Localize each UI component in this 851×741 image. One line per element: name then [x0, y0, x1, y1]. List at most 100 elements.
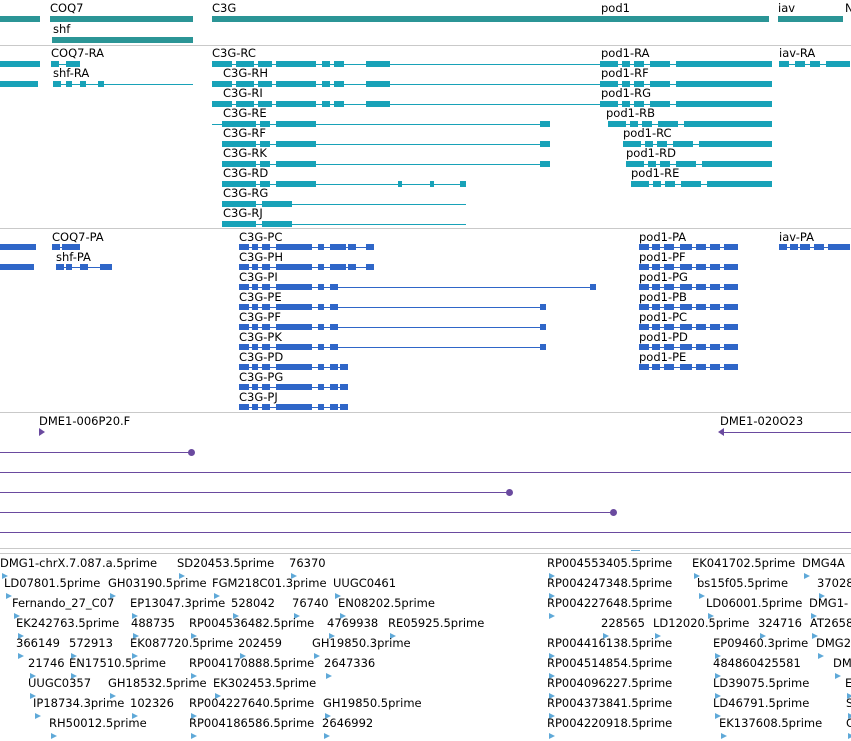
feature-exon[interactable] — [262, 284, 270, 290]
feature-exon[interactable] — [260, 161, 270, 167]
feature-exon[interactable] — [622, 61, 630, 67]
est-glyph[interactable] — [335, 593, 341, 599]
est-glyph[interactable] — [132, 713, 138, 719]
feature-exon[interactable] — [318, 384, 324, 390]
feature-exon[interactable] — [0, 81, 38, 87]
feature-exon[interactable] — [630, 121, 638, 127]
feature-exon[interactable] — [634, 101, 644, 107]
feature-exon[interactable] — [262, 384, 270, 390]
feature-exon[interactable] — [51, 61, 59, 67]
feature-exon[interactable] — [366, 244, 374, 250]
feature-exon[interactable] — [239, 264, 249, 270]
feature-exon[interactable] — [366, 81, 390, 87]
est-glyph[interactable] — [721, 733, 727, 739]
feature-exon[interactable] — [540, 324, 546, 330]
feature-exon[interactable] — [100, 264, 112, 270]
feature-exon[interactable] — [239, 304, 249, 310]
est-label[interactable]: 370280 — [817, 576, 851, 590]
clone-label[interactable]: DME1-006P20.F — [39, 414, 131, 428]
feature-intron-line[interactable] — [626, 164, 772, 165]
feature-exon[interactable] — [258, 101, 272, 107]
transcript-label[interactable]: pod1-RG — [601, 86, 652, 100]
clone-end[interactable] — [720, 432, 851, 433]
est-label[interactable]: 4769938 — [327, 616, 379, 630]
feature-exon[interactable] — [634, 61, 644, 67]
feature-exon[interactable] — [680, 304, 692, 310]
feature-intron-line[interactable] — [239, 327, 546, 328]
feature-exon[interactable] — [80, 264, 88, 270]
gene-label[interactable]: pod1 — [601, 1, 630, 15]
gene-label[interactable]: C3G — [212, 1, 237, 15]
feature-exon[interactable] — [348, 244, 356, 250]
feature-exon[interactable] — [366, 101, 390, 107]
est-label[interactable]: GH19850.5prime — [323, 696, 422, 710]
est-label[interactable]: 572913 — [69, 636, 113, 650]
feature-exon[interactable] — [276, 364, 312, 370]
feature-exon[interactable] — [696, 304, 706, 310]
feature-exon[interactable] — [622, 81, 630, 87]
feature-exon[interactable] — [650, 101, 670, 107]
transcript-label[interactable]: C3G-RG — [223, 186, 269, 200]
feature-exon[interactable] — [680, 324, 692, 330]
est-glyph[interactable] — [835, 673, 841, 679]
clone-arrow[interactable] — [39, 428, 45, 436]
feature-exon[interactable] — [710, 324, 720, 330]
est-label[interactable]: FGM218C01.3prime — [212, 576, 327, 590]
est-glyph[interactable] — [291, 573, 297, 579]
est-glyph[interactable] — [133, 633, 139, 639]
est-glyph[interactable] — [6, 593, 12, 599]
feature-exon[interactable] — [52, 244, 60, 250]
clone-end-marker[interactable] — [610, 509, 617, 516]
clone-end-marker[interactable] — [506, 489, 513, 496]
feature-exon[interactable] — [330, 324, 338, 330]
feature-exon[interactable] — [236, 61, 254, 67]
feature-exon[interactable] — [652, 344, 660, 350]
feature-exon[interactable] — [222, 121, 256, 127]
est-glyph[interactable] — [324, 733, 330, 739]
est-span-line[interactable] — [631, 550, 640, 551]
feature-exon[interactable] — [262, 264, 270, 270]
feature-exon[interactable] — [338, 244, 346, 250]
gene-glyph[interactable] — [52, 37, 193, 43]
feature-exon[interactable] — [652, 364, 660, 370]
est-label[interactable]: RP004186586.5prime — [189, 716, 315, 730]
transcript-label[interactable]: C3G-RI — [223, 86, 263, 100]
feature-exon[interactable] — [600, 81, 618, 87]
est-glyph[interactable] — [804, 573, 810, 579]
feature-exon[interactable] — [398, 181, 402, 187]
feature-exon[interactable] — [98, 81, 104, 87]
est-glyph[interactable] — [699, 593, 705, 599]
feature-exon[interactable] — [664, 324, 674, 330]
feature-exon[interactable] — [676, 101, 772, 107]
feature-exon[interactable] — [239, 404, 249, 410]
est-glyph[interactable] — [2, 573, 8, 579]
feature-exon[interactable] — [665, 181, 675, 187]
feature-exon[interactable] — [650, 61, 670, 67]
feature-intron-line[interactable] — [222, 184, 466, 185]
feature-exon[interactable] — [828, 244, 850, 250]
transcript-label[interactable]: C3G-RC — [212, 46, 256, 60]
est-label[interactable]: 202459 — [238, 636, 282, 650]
est-label[interactable]: EP09460.3prime — [713, 636, 809, 650]
feature-exon[interactable] — [660, 161, 670, 167]
feature-exon[interactable] — [262, 304, 270, 310]
est-label[interactable]: GH19850.3prime — [312, 636, 411, 650]
feature-intron-line[interactable] — [222, 224, 466, 225]
feature-exon[interactable] — [260, 121, 270, 127]
feature-exon[interactable] — [696, 344, 706, 350]
feature-exon[interactable] — [330, 384, 338, 390]
feature-exon[interactable] — [645, 141, 653, 147]
feature-exon[interactable] — [222, 161, 256, 167]
feature-exon[interactable] — [631, 181, 649, 187]
est-label[interactable]: 2647336 — [324, 656, 376, 670]
transcript-label[interactable]: shf-RA — [53, 66, 90, 80]
feature-exon[interactable] — [322, 81, 330, 87]
feature-exon[interactable] — [710, 364, 720, 370]
transcript-label[interactable]: COQ7-RA — [51, 46, 104, 60]
est-label[interactable]: 528042 — [231, 596, 275, 610]
feature-exon[interactable] — [664, 244, 674, 250]
feature-exon[interactable] — [680, 344, 692, 350]
feature-intron-line[interactable] — [631, 184, 772, 185]
feature-exon[interactable] — [639, 364, 649, 370]
est-label[interactable]: 324716 — [758, 616, 802, 630]
